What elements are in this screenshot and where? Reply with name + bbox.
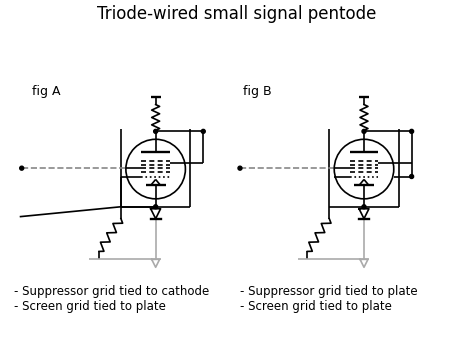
- Circle shape: [238, 166, 242, 170]
- Circle shape: [154, 205, 158, 209]
- Text: fig B: fig B: [243, 85, 272, 98]
- Circle shape: [410, 129, 414, 133]
- Text: fig A: fig A: [32, 85, 60, 98]
- Circle shape: [362, 205, 366, 209]
- Circle shape: [154, 129, 158, 133]
- Text: - Screen grid tied to plate: - Screen grid tied to plate: [240, 300, 392, 313]
- Text: - Suppressor grid tied to cathode: - Suppressor grid tied to cathode: [14, 285, 209, 298]
- Text: - Suppressor grid tied to plate: - Suppressor grid tied to plate: [240, 285, 418, 298]
- Circle shape: [201, 129, 205, 133]
- Circle shape: [20, 166, 24, 170]
- Circle shape: [410, 175, 414, 178]
- Circle shape: [362, 129, 366, 133]
- Text: Triode-wired small signal pentode: Triode-wired small signal pentode: [97, 5, 377, 23]
- Text: - Screen grid tied to plate: - Screen grid tied to plate: [14, 300, 165, 313]
